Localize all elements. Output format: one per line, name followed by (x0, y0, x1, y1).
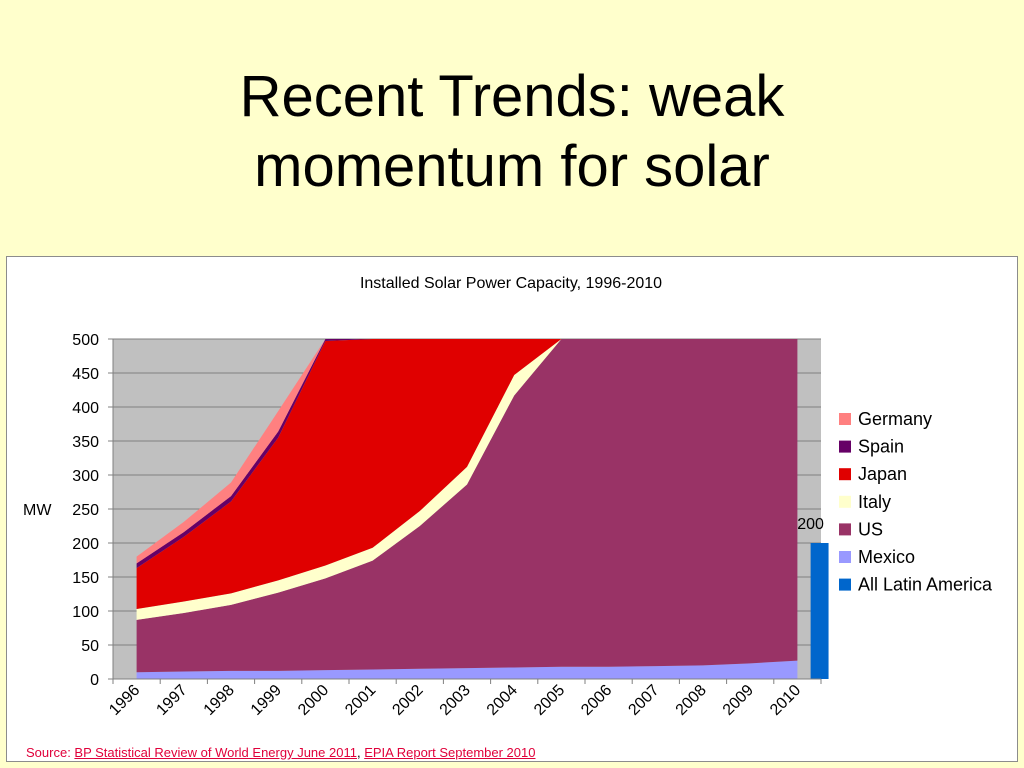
legend-swatch-italy (839, 495, 851, 508)
y-tick-label: 100 (72, 604, 99, 621)
x-tick-label: 2008 (673, 682, 710, 719)
y-axis-label: MW (23, 502, 52, 519)
x-tick-label: 2003 (437, 682, 474, 719)
area-mexico (136, 660, 798, 679)
legend-swatch-mexico (839, 551, 851, 563)
solar-capacity-chart: Installed Solar Power Capacity, 1996-201… (23, 275, 993, 719)
x-tick-label: 1999 (248, 682, 285, 719)
chart-frame: Installed Solar Power Capacity, 1996-201… (6, 256, 1018, 762)
source-link-bp[interactable]: BP Statistical Review of World Energy Ju… (74, 745, 357, 760)
y-tick-label: 50 (81, 638, 99, 655)
source-link-epia[interactable]: EPIA Report September 2010 (364, 745, 536, 760)
y-tick-label: 200 (72, 536, 99, 553)
legend-label-us: US (858, 519, 883, 539)
y-tick-label: 350 (72, 434, 99, 451)
bar-all-latin-america-2010 (810, 543, 829, 679)
legend-label-japan: Japan (858, 464, 907, 484)
legend-swatch-japan (839, 468, 851, 481)
y-tick-label: 150 (72, 570, 99, 587)
y-tick-label: 0 (90, 672, 99, 689)
legend-label-italy: Italy (858, 492, 891, 512)
x-tick-label: 2006 (578, 682, 615, 719)
area-us (136, 339, 798, 673)
x-tick-label: 1996 (106, 682, 143, 719)
y-tick-label: 400 (72, 400, 99, 417)
bar-data-label: 200 (797, 516, 824, 533)
area-japan (136, 339, 798, 609)
x-tick-label: 1997 (153, 682, 190, 719)
legend-label-mexico: Mexico (858, 547, 915, 567)
x-tick-label: 2005 (531, 682, 568, 719)
source-note: Source: BP Statistical Review of World E… (26, 745, 535, 760)
legend-label-all-latin-america: All Latin America (858, 575, 993, 595)
source-separator: , (356, 745, 365, 760)
y-tick-label: 500 (72, 332, 99, 349)
y-tick-label: 300 (72, 468, 99, 485)
x-tick-label: 2009 (720, 682, 757, 719)
area-italy (136, 339, 798, 620)
y-tick-label: 250 (72, 502, 99, 519)
x-tick-label: 2010 (767, 682, 804, 719)
x-tick-label: 2002 (389, 682, 426, 719)
x-tick-label: 2001 (342, 682, 379, 719)
x-tick-label: 2000 (295, 682, 332, 719)
legend-swatch-germany (839, 413, 851, 425)
legend-label-germany: Germany (858, 409, 932, 429)
x-tick-label: 2004 (484, 682, 521, 719)
slide-title: Recent Trends: weak momentum for solar (0, 62, 1024, 202)
x-tick-label: 2007 (625, 682, 662, 719)
slide-title-line-1: Recent Trends: weak (239, 64, 785, 129)
slide-title-line-2: momentum for solar (254, 134, 770, 199)
legend-swatch-us (839, 523, 851, 536)
chart-title: Installed Solar Power Capacity, 1996-201… (360, 275, 662, 292)
x-tick-label: 1998 (201, 682, 238, 719)
legend-swatch-all-latin-america (839, 578, 851, 591)
y-tick-label: 450 (72, 366, 99, 383)
legend-swatch-spain (839, 440, 851, 453)
source-prefix: Source: (26, 745, 75, 760)
legend-label-spain: Spain (858, 437, 904, 457)
